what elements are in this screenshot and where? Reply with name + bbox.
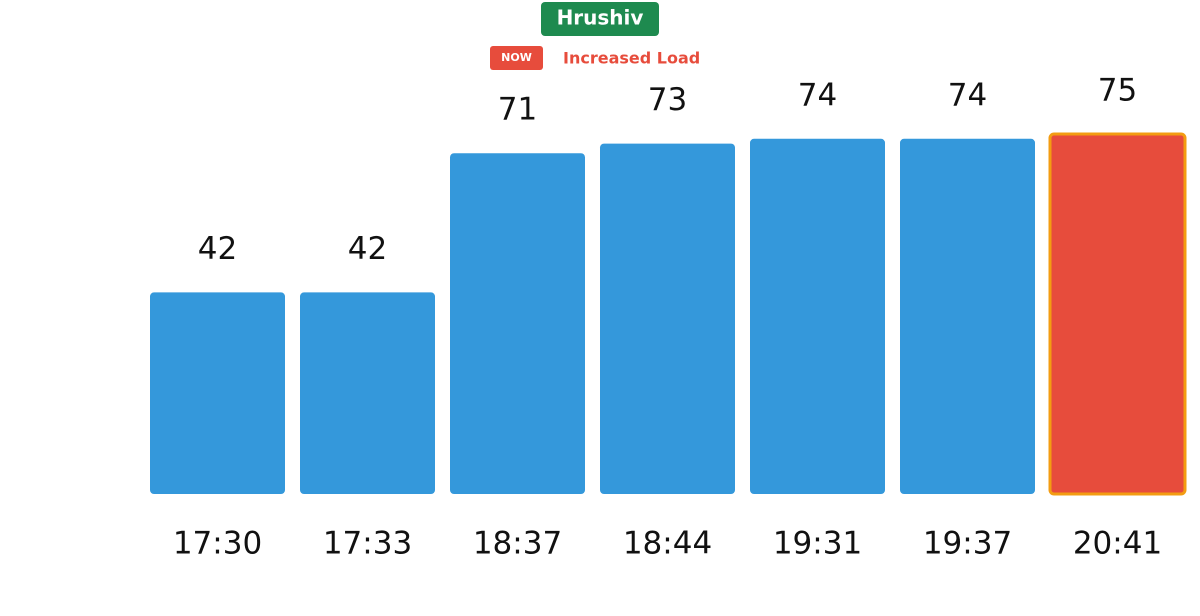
value-label: 73 xyxy=(648,82,687,118)
x-tick-label: 19:37 xyxy=(923,526,1012,562)
bar xyxy=(750,138,885,495)
status-label: Increased Load xyxy=(563,49,700,68)
bar xyxy=(450,153,585,494)
value-label: 75 xyxy=(1098,73,1137,109)
x-tick-label: 19:31 xyxy=(773,526,862,562)
x-tick-label: 18:37 xyxy=(473,526,562,562)
x-tick-label: 20:41 xyxy=(1073,526,1162,562)
now-badge xyxy=(490,46,543,70)
x-tick-label: 18:44 xyxy=(623,526,712,562)
value-label: 42 xyxy=(348,231,387,267)
value-label: 42 xyxy=(198,231,237,267)
value-label: 71 xyxy=(498,92,537,128)
x-tick-label: 17:30 xyxy=(173,526,262,562)
x-tick-label: 17:33 xyxy=(323,526,412,562)
bar xyxy=(300,292,435,494)
chart-title: Hrushiv xyxy=(557,6,644,30)
value-label: 74 xyxy=(798,77,837,113)
bar xyxy=(150,292,285,494)
bar xyxy=(600,143,735,494)
value-label: 74 xyxy=(948,77,987,113)
title-badge xyxy=(541,2,659,36)
now-label: NOW xyxy=(501,51,532,64)
bar xyxy=(1048,132,1187,496)
bar xyxy=(900,138,1035,495)
